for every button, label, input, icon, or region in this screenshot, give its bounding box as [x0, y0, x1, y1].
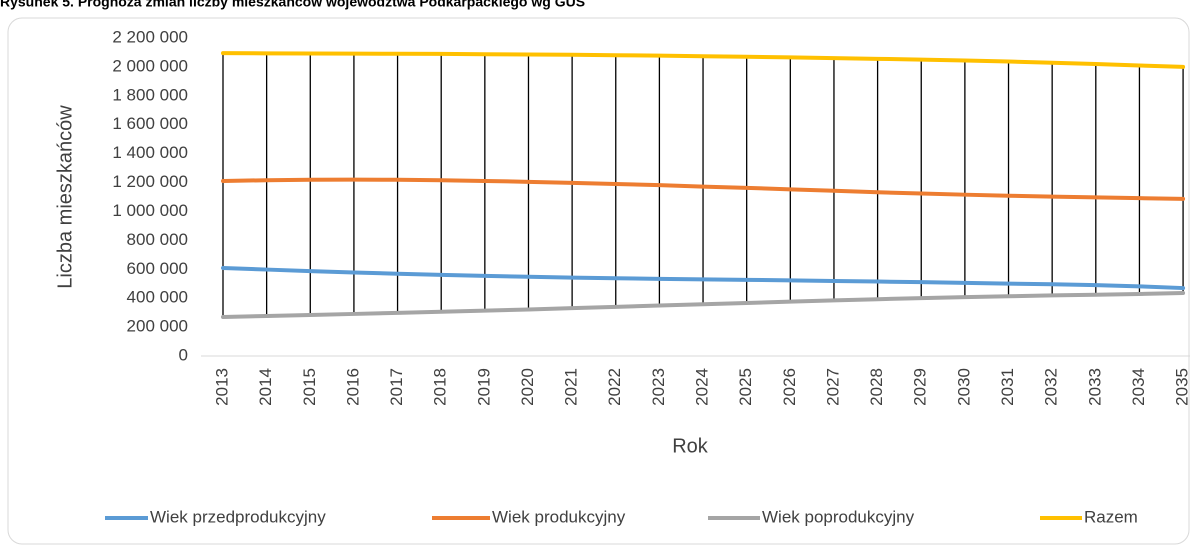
- x-tick-label: 2026: [780, 368, 799, 406]
- x-axis-title: Rok: [672, 435, 709, 457]
- x-tick-label: 2021: [562, 368, 581, 406]
- x-tick-label: 2014: [256, 368, 275, 406]
- y-tick-label: 600 000: [127, 259, 188, 278]
- y-tick-label: 0: [179, 345, 188, 364]
- legend-label: Wiek poprodukcyjny: [762, 507, 915, 526]
- x-tick-label: 2032: [1042, 368, 1061, 406]
- legend-label: Wiek przedprodukcyjny: [150, 507, 326, 526]
- y-tick-label: 2 000 000: [112, 56, 188, 75]
- y-tick-label: 400 000: [127, 288, 188, 307]
- y-tick-label: 1 800 000: [112, 85, 188, 104]
- series-line: [221, 51, 1186, 69]
- x-tick-label: 2022: [605, 368, 624, 406]
- y-tick-label: 2 200 000: [112, 27, 188, 46]
- x-tick-label: 2035: [1173, 368, 1192, 406]
- x-tick-label: 2025: [736, 368, 755, 406]
- y-axis-title: Liczba mieszkańców: [54, 105, 76, 289]
- legend-label: Wiek produkcyjny: [492, 507, 626, 526]
- x-tick-label: 2029: [911, 368, 930, 406]
- y-tick-label: 800 000: [127, 230, 188, 249]
- x-tick-label: 2027: [823, 368, 842, 406]
- x-tick-label: 2016: [343, 368, 362, 406]
- series-line: [221, 177, 1186, 201]
- y-tick-label: 1 000 000: [112, 201, 188, 220]
- x-tick-label: 2033: [1085, 368, 1104, 406]
- x-tick-label: 2020: [518, 368, 537, 406]
- x-tick-label: 2024: [693, 368, 712, 406]
- x-tick-label: 2034: [1129, 368, 1148, 406]
- x-tick-label: 2030: [954, 368, 973, 406]
- chart-frame: [7, 17, 1190, 545]
- x-tick-label: 2018: [431, 368, 450, 406]
- x-tick-label: 2019: [474, 368, 493, 406]
- x-tick-label: 2017: [387, 368, 406, 406]
- x-tick-label: 2013: [212, 368, 231, 406]
- y-tick-label: 1 200 000: [112, 172, 188, 191]
- y-tick-label: 1 600 000: [112, 114, 188, 133]
- series-line: [221, 290, 1186, 319]
- y-tick-label: 1 400 000: [112, 143, 188, 162]
- x-tick-label: 2023: [649, 368, 668, 406]
- legend-label: Razem: [1084, 507, 1138, 526]
- y-tick-label: 200 000: [127, 317, 188, 336]
- x-tick-label: 2031: [998, 368, 1017, 406]
- chart-title: Rysunek 5. Prognoza zmian liczby mieszka…: [0, 0, 585, 10]
- x-tick-label: 2015: [300, 368, 319, 406]
- series-line: [221, 265, 1186, 291]
- x-tick-label: 2028: [867, 368, 886, 406]
